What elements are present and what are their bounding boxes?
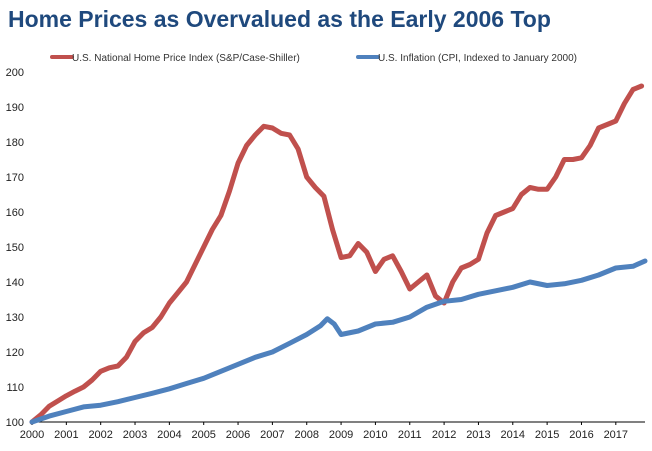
x-tick-label: 2004 (157, 429, 181, 441)
y-tick-label: 200 (6, 67, 24, 79)
y-axis: 100 110 120 130 140 150 160 170 180 190 200 (6, 67, 24, 429)
y-tick-label: 170 (6, 172, 24, 184)
y-tick-label: 140 (6, 277, 24, 289)
y-tick-label: 190 (6, 102, 24, 114)
chart-title: Home Prices as Overvalued as the Early 2… (8, 6, 551, 32)
y-tick-label: 120 (6, 347, 24, 359)
x-tick-label: 2008 (294, 429, 318, 441)
x-tick-label: 2007 (260, 429, 284, 441)
y-tick-label: 180 (6, 137, 24, 149)
legend: U.S. National Home Price Index (S&P/Case… (50, 53, 577, 64)
x-tick-label: 2013 (466, 429, 490, 441)
legend-label-2: U.S. Inflation (CPI, Indexed to January … (378, 53, 577, 64)
x-tick-label: 2005 (191, 429, 215, 441)
x-tick-label: 2017 (604, 429, 628, 441)
y-tick-label: 130 (6, 312, 24, 324)
series-lines (29, 83, 648, 425)
series-line-1 (29, 83, 645, 425)
x-axis: 2000 2001 2002 2003 2004 2005 2006 2007 2008 2009… (20, 421, 645, 441)
x-tick-label: 2002 (88, 429, 112, 441)
x-tick-label: 2011 (398, 429, 422, 441)
legend-label-1: U.S. National Home Price Index (S&P/Case… (72, 53, 300, 64)
x-tick-label: 2003 (123, 429, 147, 441)
series-line-2 (29, 258, 648, 425)
x-tick-label: 2014 (501, 429, 525, 441)
y-tick-label: 150 (6, 242, 24, 254)
x-tick-label: 2006 (226, 429, 250, 441)
x-tick-label: 2000 (20, 429, 44, 441)
x-tick-label: 2001 (54, 429, 78, 441)
x-tick-label: 2010 (363, 429, 387, 441)
x-tick-label: 2016 (569, 429, 593, 441)
y-tick-label: 160 (6, 207, 24, 219)
x-tick-label: 2009 (329, 429, 353, 441)
x-tick-label: 2012 (432, 429, 456, 441)
y-tick-label: 110 (6, 382, 24, 394)
x-tick-label: 2015 (535, 429, 559, 441)
y-tick-label: 100 (6, 417, 24, 429)
